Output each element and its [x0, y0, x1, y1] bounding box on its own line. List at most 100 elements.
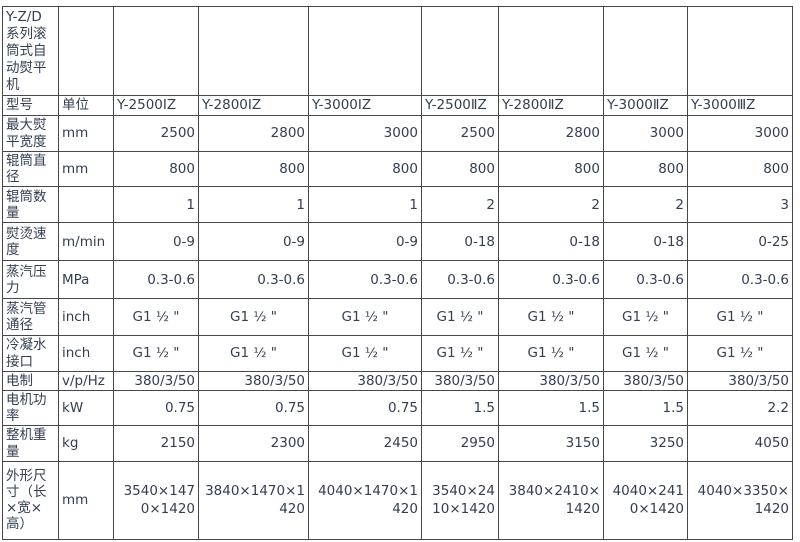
spec-value-cell: 0-18 — [498, 222, 604, 262]
spec-table: Y-Z/D系列滚筒式自动熨平机 型号 单位 Y-2500ⅠZ Y-2800ⅠZ … — [2, 6, 793, 540]
row-label-cell: 辊筒数量 — [2, 186, 59, 224]
spec-value-cell: 380/3/50 — [603, 370, 688, 391]
table-row-roller-count: 辊筒数量 1 1 1 2 2 2 3 — [2, 186, 793, 224]
spec-value-cell: 0-9 — [198, 222, 309, 262]
spec-value-cell: 800 — [113, 150, 199, 188]
spec-value-cell: 0-18 — [421, 222, 499, 262]
spec-value-cell: 4040×3350×1420 — [687, 460, 793, 540]
spec-value-cell: 380/3/50 — [198, 370, 309, 391]
spec-value-cell: G1 ½ " — [308, 298, 422, 337]
spec-value-cell: 0.3-0.6 — [421, 260, 499, 300]
row-label-cell: 冷凝水接口 — [2, 335, 59, 372]
spec-value-cell: 2950 — [421, 425, 499, 462]
spec-value-cell: 380/3/50 — [498, 370, 604, 391]
spec-value-cell: 2450 — [308, 425, 422, 462]
spec-value-cell: 800 — [498, 150, 604, 188]
spec-value-cell: 0-18 — [603, 222, 688, 262]
empty-cell — [198, 6, 309, 96]
model-header-cell: Y-2800ⅠZ — [198, 95, 309, 116]
spec-value-cell: 380/3/50 — [113, 370, 199, 391]
model-header-cell: Y-3000ⅡZ — [603, 95, 688, 116]
spec-value-cell: G1 ½ " — [603, 335, 688, 372]
spec-value-cell: 2 — [421, 186, 499, 224]
spec-label-header: 型号 — [2, 95, 59, 116]
model-header-cell: Y-3000ⅢZ — [687, 95, 793, 116]
spec-value-cell: 3840×1470×1420 — [198, 460, 309, 540]
row-unit-cell — [58, 186, 114, 224]
unit-label-header: 单位 — [58, 95, 114, 116]
spec-value-cell: G1 ½ " — [498, 298, 604, 337]
table-row-motor-power: 电机功率 kW 0.75 0.75 0.75 1.5 1.5 1.5 2.2 — [2, 389, 793, 427]
empty-cell — [498, 6, 604, 96]
spec-value-cell: G1 ½ " — [603, 298, 688, 337]
spec-value-cell: 0.75 — [113, 389, 199, 427]
spec-value-cell: 1 — [308, 186, 422, 224]
table-row-ironing-speed: 熨烫速度 m/min 0-9 0-9 0-9 0-18 0-18 0-18 0-… — [2, 222, 793, 262]
row-unit-cell: inch — [58, 335, 114, 372]
table-row-overall-dimensions: 外形尺寸（长×宽×高） mm 3540×1470×1420 3840×1470×… — [2, 460, 793, 540]
row-unit-cell: kW — [58, 389, 114, 427]
spec-value-cell: G1 ½ " — [687, 335, 793, 372]
empty-cell — [603, 6, 688, 96]
spec-value-cell: G1 ½ " — [198, 335, 309, 372]
spec-value-cell: G1 ½ " — [308, 335, 422, 372]
spec-value-cell: 3840×2410×1420 — [498, 460, 604, 540]
spec-value-cell: 380/3/50 — [308, 370, 422, 391]
spec-value-cell: 1.5 — [421, 389, 499, 427]
spec-value-cell: 3250 — [603, 425, 688, 462]
row-unit-cell: inch — [58, 298, 114, 337]
spec-value-cell: 0-9 — [113, 222, 199, 262]
spec-value-cell: 2500 — [421, 115, 499, 152]
spec-value-cell: 0-25 — [687, 222, 793, 262]
empty-cell — [58, 6, 114, 96]
spec-value-cell: G1 ½ " — [198, 298, 309, 337]
row-label-cell: 蒸汽管通径 — [2, 298, 59, 337]
table-row-steam-pipe-diameter: 蒸汽管通径 inch G1 ½ " G1 ½ " G1 ½ " G1 ½ " G… — [2, 298, 793, 337]
spec-value-cell: 0.3-0.6 — [498, 260, 604, 300]
spec-value-cell: 380/3/50 — [687, 370, 793, 391]
spec-value-cell: 0.3-0.6 — [198, 260, 309, 300]
table-row-condensate-connection: 冷凝水接口 inch G1 ½ " G1 ½ " G1 ½ " G1 ½ " G… — [2, 335, 793, 372]
spec-value-cell: 0.75 — [198, 389, 309, 427]
empty-cell — [421, 6, 499, 96]
row-unit-cell: kg — [58, 425, 114, 462]
row-unit-cell: mm — [58, 150, 114, 188]
table-row-total-weight: 整机重量 kg 2150 2300 2450 2950 3150 3250 40… — [2, 425, 793, 462]
spec-value-cell: 3000 — [687, 115, 793, 152]
spec-value-cell: 0.3-0.6 — [308, 260, 422, 300]
spec-value-cell: 800 — [308, 150, 422, 188]
spec-value-cell: 3 — [687, 186, 793, 224]
spec-value-cell: 800 — [687, 150, 793, 188]
spec-value-cell: 3540×1470×1420 — [113, 460, 199, 540]
spec-value-cell: G1 ½ " — [687, 298, 793, 337]
spec-value-cell: 2 — [603, 186, 688, 224]
row-label-cell: 整机重量 — [2, 425, 59, 462]
spec-value-cell: 380/3/50 — [421, 370, 499, 391]
row-label-cell: 电机功率 — [2, 389, 59, 427]
spec-value-cell: 0.75 — [308, 389, 422, 427]
spec-value-cell: G1 ½ " — [113, 335, 199, 372]
empty-cell — [113, 6, 199, 96]
spec-value-cell: 4040×1470×1420 — [308, 460, 422, 540]
spec-value-cell: 2.2 — [687, 389, 793, 427]
spec-value-cell: 3540×2410×1420 — [421, 460, 499, 540]
model-header-cell: Y-2800ⅡZ — [498, 95, 604, 116]
table-row-power-supply: 电制 v/p/Hz 380/3/50 380/3/50 380/3/50 380… — [2, 370, 793, 391]
spec-value-cell: 3150 — [498, 425, 604, 462]
spec-value-cell: G1 ½ " — [421, 335, 499, 372]
table-row-max-ironing-width: 最大熨平宽度 mm 2500 2800 3000 2500 2800 3000 … — [2, 115, 793, 152]
table-title: Y-Z/D系列滚筒式自动熨平机 — [2, 6, 59, 96]
spec-value-cell: 1.5 — [603, 389, 688, 427]
spec-value-cell: 2150 — [113, 425, 199, 462]
spec-value-cell: 4050 — [687, 425, 793, 462]
row-label-cell: 熨烫速度 — [2, 222, 59, 262]
spec-value-cell: 1.5 — [498, 389, 604, 427]
table-header-row: 型号 单位 Y-2500ⅠZ Y-2800ⅠZ Y-3000ⅠZ Y-2500Ⅱ… — [2, 95, 793, 116]
table-row-steam-pressure: 蒸汽压力 MPa 0.3-0.6 0.3-0.6 0.3-0.6 0.3-0.6… — [2, 260, 793, 300]
row-label-cell: 辊筒直径 — [2, 150, 59, 188]
spec-value-cell: 4040×2410×1420 — [603, 460, 688, 540]
table-title-row: Y-Z/D系列滚筒式自动熨平机 — [2, 6, 793, 96]
row-unit-cell: v/p/Hz — [58, 370, 114, 391]
row-unit-cell: MPa — [58, 260, 114, 300]
model-header-cell: Y-2500ⅠZ — [113, 95, 199, 116]
